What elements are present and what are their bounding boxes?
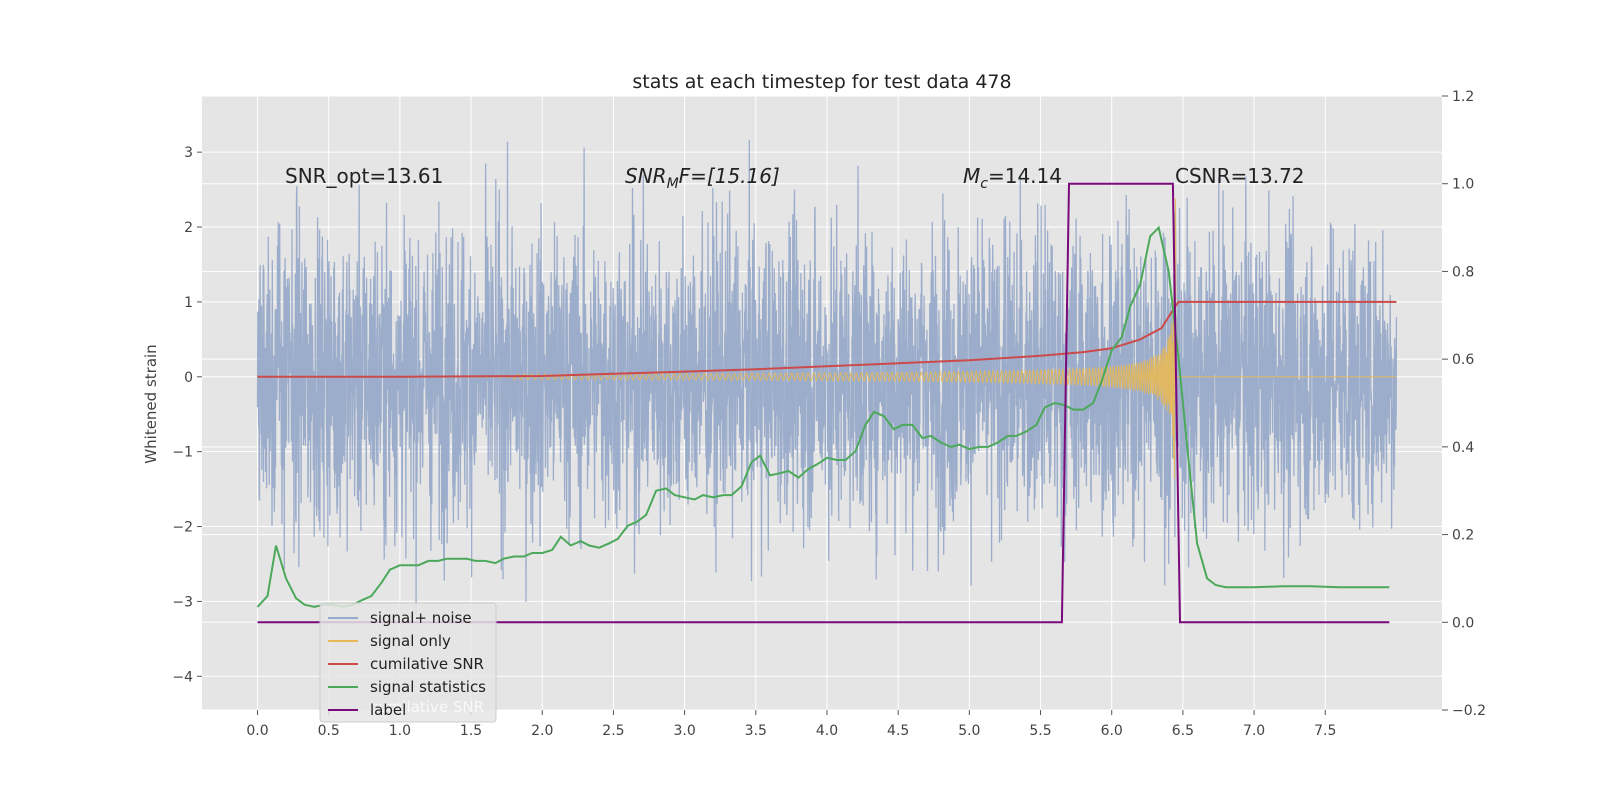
y2-tick-label: 1.0 [1452,177,1474,193]
mc-sub: c [980,176,988,192]
legend-label: label [370,701,406,719]
legend: cumilative SNR signal+ noise signal only c… [319,602,497,723]
snr-mf-annotation: SNRMF=[15.16] [625,164,780,192]
y-tick-label: 0 [184,370,193,386]
y2-tick-label: 0.0 [1452,615,1474,631]
legend-box [319,602,497,723]
x-tick-label: 2.5 [602,723,624,739]
snr-mf-rest: F=[15.16] [679,164,780,188]
legend-entries: signal+ noise signal only cumilative SNR si… [328,609,486,719]
x-tick-label: 6.0 [1101,723,1123,739]
legend-label: signal+ noise [370,609,472,627]
snr-mf-main: SNR [625,164,667,188]
x-tick-label: 1.5 [460,723,482,739]
y-tick-label: −3 [172,594,193,610]
y2-tick-label: 0.2 [1452,528,1474,544]
chart-title: stats at each timestep for test data 478 [632,71,1011,93]
cumulative-snr-line [257,300,1397,378]
csnr-annotation: CSNR=13.72 [1175,164,1305,188]
x-tick-label: 5.0 [958,723,980,739]
axis-ticks: 0.0 0.5 1.0 1.5 2.0 2.5 3.0 3.5 4.0 4.5 5.0 5.5 6.0 6… [172,89,1486,739]
x-tick-label: 7.5 [1314,723,1336,739]
label-line [257,182,1390,624]
y2-tick-label: −0.2 [1452,703,1486,719]
x-tick-label: 2.0 [531,723,553,739]
mc-rest: =14.14 [988,164,1062,188]
x-tick-label: 1.0 [389,723,411,739]
y2-tick-label: 0.6 [1452,352,1474,368]
y2-tick-label: 0.8 [1452,264,1474,280]
x-tick-label: 3.0 [673,723,695,739]
mc-annotation: Mc=14.14 [963,164,1062,192]
mc-main: M [963,164,980,188]
y2-tick-label: 1.2 [1452,89,1474,105]
legend-label: signal only [370,632,451,650]
signal-statistics-line [256,225,1390,608]
legend-label: cumilative SNR [370,655,484,673]
x-tick-label: 4.0 [816,723,838,739]
y-tick-label: −1 [172,445,193,461]
signal-noise-line [256,140,1398,614]
signal-noise-series [256,140,1398,614]
y-tick-label: −2 [172,520,193,536]
x-tick-label: 5.5 [1029,723,1051,739]
y-axis-label: Whitened strain [142,344,160,463]
x-tick-label: 0.5 [318,723,340,739]
x-tick-label: 0.0 [246,723,268,739]
snr-opt-annotation: SNR_opt=13.61 [285,164,443,188]
x-tick-label: 3.5 [745,723,767,739]
y-tick-label: 1 [184,295,193,311]
x-tick-label: 6.5 [1172,723,1194,739]
y-tick-label: 2 [184,220,193,236]
line-series-layer [256,182,1397,624]
snr-mf-sub: M [667,176,679,192]
legend-label: signal statistics [370,678,486,696]
x-tick-label: 4.5 [887,723,909,739]
x-tick-label: 7.0 [1243,723,1265,739]
legend-ghost-text: cumilative SNR [370,698,484,716]
y-tick-label: −4 [172,669,193,685]
y-tick-label: 3 [184,145,193,161]
y2-tick-label: 0.4 [1452,440,1474,456]
